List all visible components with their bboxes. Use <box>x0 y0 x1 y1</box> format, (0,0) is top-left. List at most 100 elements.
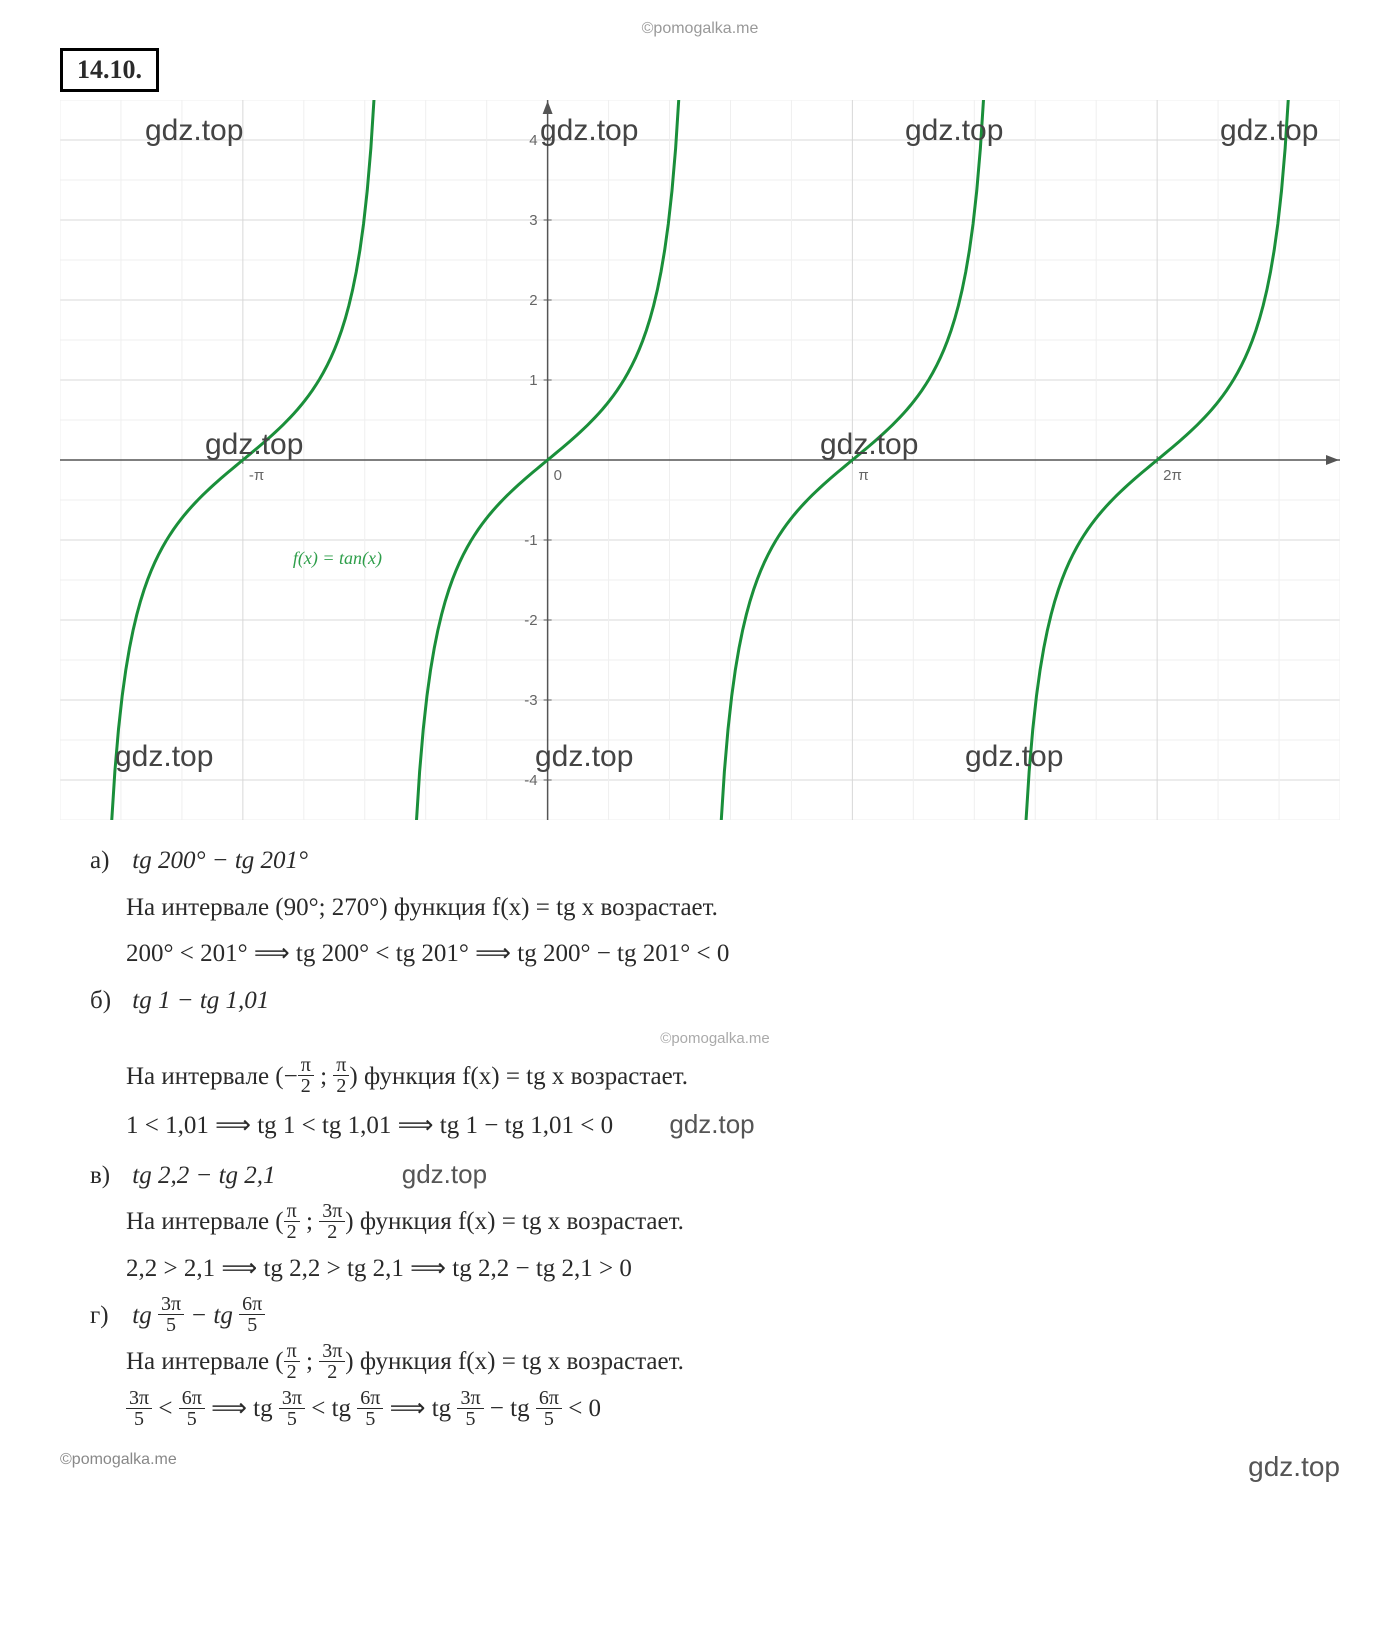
svg-text:-3: -3 <box>524 692 537 709</box>
watermark-top: ©pomogalka.me <box>60 20 1340 38</box>
b-f1-den: 2 <box>298 1076 314 1096</box>
d-l2-post: функция f(x) = tg x возрастает. <box>360 1348 684 1375</box>
b-l3-text: 1 < 1,01 ⟹ tg 1 < tg 1,01 ⟹ tg 1 − tg 1,… <box>126 1112 613 1139</box>
d7d: 5 <box>279 1409 305 1429</box>
d-f2n: 6π <box>239 1294 265 1315</box>
c-l2-pre: На интервале <box>126 1208 275 1235</box>
item-a-label: а) <box>90 840 126 883</box>
item-a-expr: tg 200° − tg 201° <box>132 847 308 874</box>
c-frac-1: π2 <box>284 1201 300 1242</box>
d-f1d: 5 <box>158 1315 184 1335</box>
problem-number: 14.10. <box>60 48 159 92</box>
b-l2-pre: На интервале <box>126 1063 275 1090</box>
svg-text:-π: -π <box>249 467 264 484</box>
c-f1-den: 2 <box>284 1222 300 1242</box>
item-d-label: г) <box>90 1295 126 1338</box>
b-l2-post: функция f(x) = tg x возрастает. <box>364 1063 688 1090</box>
svg-text:π: π <box>858 467 868 484</box>
c-f1-num: π <box>284 1201 300 1222</box>
c-l2-post: функция f(x) = tg x возрастает. <box>360 1208 684 1235</box>
svg-text:f(x) = tan(x): f(x) = tan(x) <box>293 548 382 569</box>
d-frac-7: 3π5 <box>279 1388 305 1429</box>
item-c-expr: tg 2,2 − tg 2,1 <box>132 1162 275 1189</box>
d-imp2: ⟹ tg <box>383 1395 457 1422</box>
item-d-line1: г) tg 3π5 − tg 6π5 <box>90 1295 1340 1338</box>
d7n: 3π <box>279 1388 305 1409</box>
d-f4d: 2 <box>319 1362 345 1382</box>
c-frac-2: 3π2 <box>319 1201 345 1242</box>
b-f1-num: π <box>298 1055 314 1076</box>
svg-text:1: 1 <box>529 372 537 389</box>
item-a-line3: 200° < 201° ⟹ tg 200° < tg 201° ⟹ tg 200… <box>90 933 1340 976</box>
d10d: 5 <box>536 1409 562 1429</box>
item-b-label: б) <box>90 980 126 1023</box>
item-c-label: в) <box>90 1155 126 1198</box>
item-b-expr: tg 1 − tg 1,01 <box>132 987 269 1014</box>
svg-text:0: 0 <box>554 467 562 484</box>
d-lt: < <box>152 1395 179 1422</box>
item-a-line1: а) tg 200° − tg 201° <box>90 840 1340 883</box>
d-f4n: 3π <box>319 1341 345 1362</box>
d-l1-pre: tg <box>132 1302 158 1329</box>
b-f2-num: π <box>333 1055 349 1076</box>
d-minus: − tg <box>484 1395 536 1422</box>
item-c-line3: 2,2 > 2,1 ⟹ tg 2,2 > tg 2,1 ⟹ tg 2,2 − t… <box>90 1248 1340 1291</box>
item-c-line1: в) tg 2,2 − tg 2,1 gdz.top <box>90 1152 1340 1198</box>
d-f3n: π <box>284 1341 300 1362</box>
d9d: 5 <box>457 1409 483 1429</box>
item-d-line2: На интервале (π2 ; 3π2) функция f(x) = t… <box>90 1341 1340 1384</box>
b-f2-den: 2 <box>333 1076 349 1096</box>
d-frac-2: 6π5 <box>239 1294 265 1335</box>
item-d-line3: 3π5 < 6π5 ⟹ tg 3π5 < tg 6π5 ⟹ tg 3π5 − t… <box>90 1388 1340 1431</box>
d10n: 6π <box>536 1388 562 1409</box>
c-f2-num: 3π <box>319 1201 345 1222</box>
d-f2d: 5 <box>239 1315 265 1335</box>
svg-text:-2: -2 <box>524 612 537 629</box>
watermark-bottom-right: gdz.top <box>1248 1451 1340 1483</box>
d5d: 5 <box>126 1409 152 1429</box>
item-b-line2: На интервале (−π2 ; π2) функция f(x) = t… <box>90 1056 1340 1099</box>
d-frac-10: 6π5 <box>536 1388 562 1429</box>
watermark-mid: ©pomogalka.me <box>90 1026 1340 1052</box>
d-frac-5: 3π5 <box>126 1388 152 1429</box>
d-l2-pre: На интервале <box>126 1348 275 1375</box>
svg-text:-4: -4 <box>524 772 537 789</box>
item-a-line2: На интервале (90°; 270°) функция f(x) = … <box>90 887 1340 930</box>
d6n: 6π <box>179 1388 205 1409</box>
d-f3d: 2 <box>284 1362 300 1382</box>
svg-text:3: 3 <box>529 212 537 229</box>
b-frac-2: π2 <box>333 1055 349 1096</box>
svg-text:4: 4 <box>529 132 537 149</box>
item-c-line2: На интервале (π2 ; 3π2) функция f(x) = t… <box>90 1201 1340 1244</box>
b-frac-1: π2 <box>298 1055 314 1096</box>
watermark-bottom-left: ©pomogalka.me <box>60 1451 177 1483</box>
tangent-chart: -4-3-2-11234-π0π2πf(x) = tan(x) gdz.topg… <box>60 100 1340 820</box>
d5n: 3π <box>126 1388 152 1409</box>
d-lt2: < tg <box>305 1395 357 1422</box>
item-b-line3: 1 < 1,01 ⟹ tg 1 < tg 1,01 ⟹ tg 1 − tg 1,… <box>90 1102 1340 1148</box>
c-f2-den: 2 <box>319 1222 345 1242</box>
d-frac-3: π2 <box>284 1341 300 1382</box>
item-b-line1: б) tg 1 − tg 1,01 <box>90 980 1340 1023</box>
watermark-inline-b: gdz.top <box>669 1109 754 1139</box>
svg-text:-1: -1 <box>524 532 537 549</box>
d9n: 3π <box>457 1388 483 1409</box>
d-imp1: ⟹ tg <box>205 1395 279 1422</box>
d-f1n: 3π <box>158 1294 184 1315</box>
chart-svg: -4 -3 -2 -1 1 2 3 4 -π 0 π 2π f(x) = tan(x) <box>60 100 1340 820</box>
d-frac-8: 6π5 <box>357 1388 383 1429</box>
svg-text:2π: 2π <box>1163 467 1182 484</box>
d6d: 5 <box>179 1409 205 1429</box>
d8d: 5 <box>357 1409 383 1429</box>
d-l1-mid: − tg <box>184 1302 239 1329</box>
d-end: < 0 <box>562 1395 601 1422</box>
footer-row: ©pomogalka.me gdz.top <box>60 1451 1340 1483</box>
d8n: 6π <box>357 1388 383 1409</box>
watermark-inline-c: gdz.top <box>402 1159 487 1189</box>
d-frac-6: 6π5 <box>179 1388 205 1429</box>
d-frac-9: 3π5 <box>457 1388 483 1429</box>
solutions-block: а) tg 200° − tg 201° На интервале (90°; … <box>60 840 1340 1431</box>
d-frac-4: 3π2 <box>319 1341 345 1382</box>
svg-text:2: 2 <box>529 292 537 309</box>
d-frac-1: 3π5 <box>158 1294 184 1335</box>
